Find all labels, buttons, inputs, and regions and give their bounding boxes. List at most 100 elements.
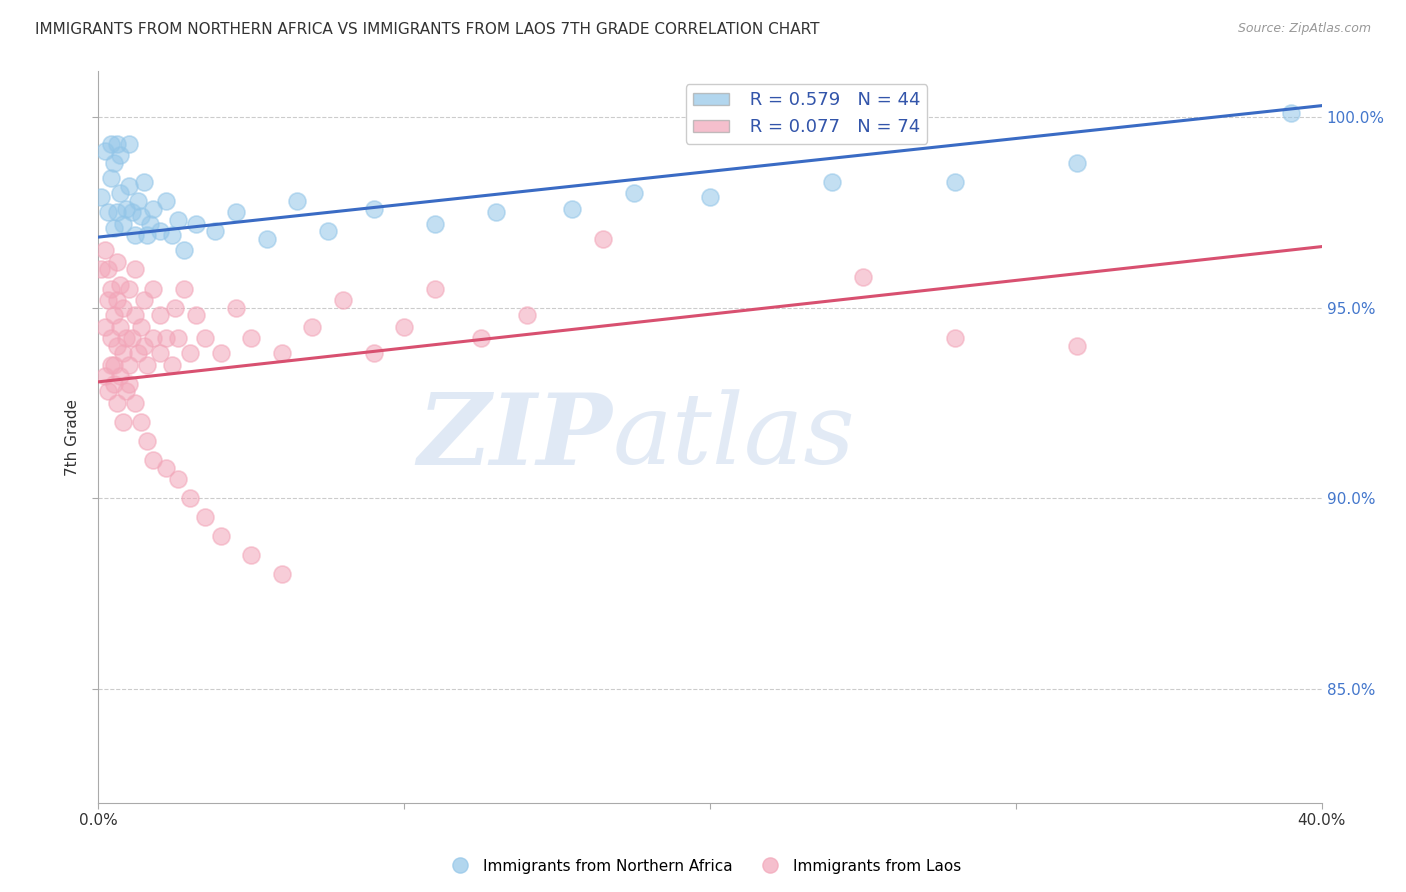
Point <box>105 136 128 151</box>
Point <box>118 178 141 193</box>
Point <box>134 175 156 189</box>
Text: Source: ZipAtlas.com: Source: ZipAtlas.com <box>1237 22 1371 36</box>
Point <box>270 346 292 360</box>
Point <box>100 136 122 151</box>
Point <box>240 548 263 562</box>
Point <box>485 205 508 219</box>
Point <box>108 148 131 162</box>
Point <box>118 136 141 151</box>
Point <box>204 224 226 238</box>
Point <box>160 358 183 372</box>
Point <box>108 186 131 201</box>
Point <box>285 194 308 208</box>
Point <box>124 228 146 243</box>
Point <box>97 293 120 307</box>
Point <box>699 190 721 204</box>
Point <box>623 186 645 201</box>
Point <box>179 346 201 360</box>
Point <box>392 319 416 334</box>
Point <box>93 145 115 159</box>
Point <box>160 228 183 243</box>
Point <box>155 194 177 208</box>
Point <box>100 281 122 295</box>
Point <box>163 301 186 315</box>
Point <box>149 346 172 360</box>
Point <box>167 331 190 345</box>
Point <box>111 301 134 315</box>
Point <box>97 205 120 219</box>
Point <box>108 319 131 334</box>
Point <box>118 358 141 372</box>
Point <box>118 281 141 295</box>
Point <box>124 262 146 277</box>
Point <box>1279 106 1302 120</box>
Point <box>149 224 172 238</box>
Point <box>173 281 195 295</box>
Point <box>179 491 201 505</box>
Point <box>186 217 208 231</box>
Point <box>363 202 385 216</box>
Point <box>363 346 385 360</box>
Point <box>194 331 217 345</box>
Point <box>332 293 354 307</box>
Point <box>943 175 966 189</box>
Point <box>194 510 217 524</box>
Point <box>139 217 162 231</box>
Point <box>103 358 125 372</box>
Point <box>100 331 122 345</box>
Point <box>142 202 165 216</box>
Point <box>100 171 122 186</box>
Point <box>103 376 125 391</box>
Point <box>90 190 112 204</box>
Point <box>136 358 159 372</box>
Point <box>167 213 190 227</box>
Text: atlas: atlas <box>612 390 855 484</box>
Point <box>142 281 165 295</box>
Point <box>316 224 339 238</box>
Point <box>129 209 152 223</box>
Point <box>155 331 177 345</box>
Point <box>561 202 583 216</box>
Point <box>103 220 125 235</box>
Point <box>97 384 120 399</box>
Point <box>118 376 141 391</box>
Point <box>592 232 614 246</box>
Legend:  R = 0.579   N = 44,  R = 0.077   N = 74: R = 0.579 N = 44, R = 0.077 N = 74 <box>686 84 928 144</box>
Point <box>167 472 190 486</box>
Point <box>129 415 152 429</box>
Point <box>124 396 146 410</box>
Point <box>90 262 112 277</box>
Point <box>105 339 128 353</box>
Point <box>225 301 247 315</box>
Point <box>423 217 446 231</box>
Point <box>270 567 292 582</box>
Legend: Immigrants from Northern Africa, Immigrants from Laos: Immigrants from Northern Africa, Immigra… <box>439 853 967 880</box>
Point <box>943 331 966 345</box>
Point <box>127 194 149 208</box>
Point <box>136 228 159 243</box>
Point <box>115 202 138 216</box>
Point <box>149 308 172 322</box>
Point <box>100 358 122 372</box>
Point <box>105 255 128 269</box>
Point <box>93 369 115 384</box>
Point <box>516 308 538 322</box>
Point <box>134 339 156 353</box>
Point <box>155 460 177 475</box>
Point <box>121 331 143 345</box>
Point <box>127 346 149 360</box>
Y-axis label: 7th Grade: 7th Grade <box>65 399 80 475</box>
Point <box>108 277 131 292</box>
Point <box>209 346 232 360</box>
Point <box>115 384 138 399</box>
Point <box>111 415 134 429</box>
Point <box>93 244 115 258</box>
Point <box>209 529 232 543</box>
Point <box>111 346 134 360</box>
Point <box>470 331 492 345</box>
Point <box>225 205 247 219</box>
Point <box>115 331 138 345</box>
Point <box>821 175 844 189</box>
Point <box>103 308 125 322</box>
Point <box>186 308 208 322</box>
